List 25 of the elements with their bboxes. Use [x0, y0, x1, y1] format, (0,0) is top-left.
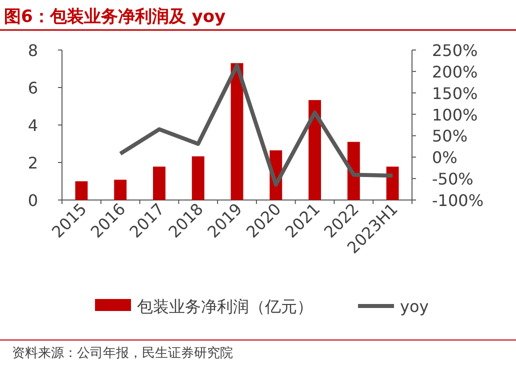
- y2-tick-label: 0%: [432, 148, 458, 168]
- bar: [386, 166, 399, 200]
- y-tick-label: 8: [28, 41, 38, 60]
- y2-tick-label: 200%: [432, 62, 478, 82]
- y-tick-label: 0: [28, 191, 38, 210]
- bar: [192, 156, 204, 200]
- legend-label: yoy: [400, 297, 429, 316]
- y2-tick-label: 50%: [432, 126, 468, 146]
- bar: [347, 142, 360, 200]
- bar: [114, 180, 127, 200]
- text: 资料来源：公司年报，民生证券研究院: [12, 346, 233, 361]
- y2-tick-label: -100%: [432, 191, 484, 210]
- bar: [75, 181, 88, 200]
- bar: [153, 166, 166, 200]
- legend-label: 包装业务净利润（亿元）: [137, 297, 313, 316]
- y2-tick-label: 250%: [432, 41, 478, 60]
- y-tick-label: 6: [28, 78, 38, 98]
- chart-title: 图6：包装业务净利润及 yoy: [4, 7, 226, 27]
- y-tick-label: 2: [28, 154, 38, 172]
- bar: [308, 100, 321, 200]
- y2-tick-label: 100%: [432, 105, 478, 124]
- y-tick-label: 4: [28, 116, 38, 135]
- y2-tick-label: 150%: [432, 84, 478, 103]
- y2-tick-label: -50%: [432, 170, 474, 189]
- line-series: [118, 63, 395, 187]
